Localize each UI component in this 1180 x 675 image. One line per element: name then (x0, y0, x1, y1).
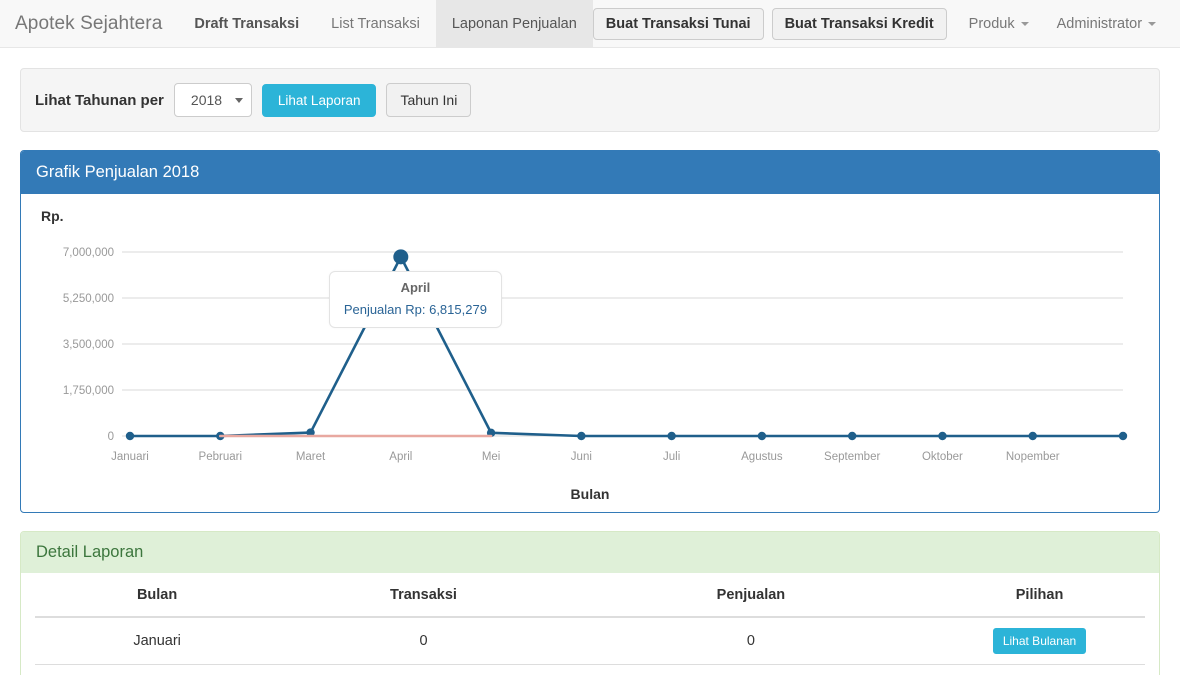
chart-x-axis-title: Bulan (570, 486, 610, 502)
nav-link-laponan-penjualan[interactable]: Laponan Penjualan (435, 0, 593, 47)
cell-pilihan: Lihat Bulanan (934, 664, 1145, 675)
chart-panel-title: Grafik Penjualan 2018 (21, 151, 1159, 194)
svg-text:September: September (824, 451, 880, 463)
table-row: Januari 0 0 Lihat Bulanan (35, 617, 1145, 665)
table-row: Pebruari00Lihat Bulanan (35, 664, 1145, 675)
buat-transaksi-tunai-button[interactable]: Buat Transaksi Tunai (592, 7, 764, 40)
svg-text:Maret: Maret (296, 451, 326, 463)
svg-text:0: 0 (108, 431, 114, 443)
nav-dropdown-produk[interactable]: Produk (955, 16, 1043, 32)
svg-text:Agustus: Agustus (741, 451, 783, 463)
svg-text:Juli: Juli (663, 451, 680, 463)
detail-panel: Detail Laporan Bulan Transaksi Penjualan… (20, 531, 1160, 675)
svg-text:Mei: Mei (482, 451, 501, 463)
svg-text:1,750,000: 1,750,000 (63, 385, 114, 397)
nav-link-draft-transaksi[interactable]: Draft Transaksi (194, 15, 300, 32)
top-navbar: Apotek Sejahtera Draft Transaksi List Tr… (0, 0, 1180, 48)
nav-dropdown-administrator-label: Administrator (1056, 15, 1143, 32)
chevron-down-icon (1148, 21, 1157, 26)
svg-text:Juni: Juni (571, 451, 592, 463)
cell-penjualan: 0 (567, 664, 935, 675)
detail-panel-title: Detail Laporan (21, 532, 1159, 573)
year-filter-bar: Lihat Tahunan per 2018 Lihat Laporan Tah… (20, 68, 1160, 132)
svg-text:Nopember: Nopember (1006, 451, 1060, 463)
chevron-down-icon (1020, 21, 1029, 26)
cell-transaksi: 0 (279, 617, 568, 665)
detail-table: Bulan Transaksi Penjualan Pilihan Januar… (35, 573, 1145, 675)
detail-table-head: Bulan Transaksi Penjualan Pilihan (35, 573, 1145, 618)
nav-dropdown-produk-label: Produk (968, 15, 1015, 32)
svg-text:3,500,000: 3,500,000 (63, 339, 114, 351)
chart-svg: 0 1,750,000 3,500,000 5,250,000 7,000,000 Jan… (63, 247, 1128, 463)
chart-panel-body: Rp. 0 1,750,000 3,500,000 5,250,000 7,000,00… (21, 194, 1159, 512)
nav-links: Draft Transaksi List Transaksi Laponan P… (178, 0, 593, 47)
column-header-transaksi: Transaksi (279, 573, 568, 618)
table-header-row: Bulan Transaksi Penjualan Pilihan (35, 573, 1145, 618)
svg-text:7,000,000: 7,000,000 (63, 247, 114, 259)
nav-actions: Buat Transaksi Tunai Buat Transaksi Kred… (592, 0, 1180, 47)
year-select[interactable]: 2018 (173, 83, 252, 117)
brand-title[interactable]: Apotek Sejahtera (15, 12, 163, 34)
tahun-ini-button[interactable]: Tahun Ini (386, 83, 472, 117)
year-select-value: 2018 (190, 92, 223, 108)
chart-panel: Grafik Penjualan 2018 Rp. 0 1,750,000 3,50… (20, 150, 1160, 513)
sales-line-chart[interactable]: Rp. 0 1,750,000 3,500,000 5,250,000 7,000,00… (35, 204, 1145, 504)
detail-panel-body: Bulan Transaksi Penjualan Pilihan Januar… (21, 573, 1159, 675)
chart-y-axis-title: Rp. (41, 208, 64, 224)
nav-link-list-transaksi[interactable]: List Transaksi (331, 15, 420, 32)
nav-dropdown-administrator[interactable]: Administrator (1043, 16, 1170, 32)
cell-bulan: Pebruari (35, 664, 280, 675)
cell-penjualan: 0 (567, 617, 935, 665)
svg-text:5,250,000: 5,250,000 (63, 293, 114, 305)
cell-pilihan: Lihat Bulanan (934, 617, 1145, 665)
lihat-laporan-button[interactable]: Lihat Laporan (261, 83, 377, 117)
chevron-down-icon (234, 98, 243, 103)
cell-transaksi: 0 (279, 664, 568, 675)
cell-bulan: Januari (35, 617, 280, 665)
svg-text:Januari: Januari (111, 451, 149, 463)
column-header-bulan: Bulan (35, 573, 280, 618)
svg-text:Oktober: Oktober (922, 451, 963, 463)
column-header-penjualan: Penjualan (567, 573, 935, 618)
buat-transaksi-kredit-button[interactable]: Buat Transaksi Kredit (771, 7, 947, 40)
column-header-pilihan: Pilihan (934, 573, 1145, 618)
svg-text:Pebruari: Pebruari (199, 451, 242, 463)
svg-text:April: April (389, 451, 412, 463)
lihat-bulanan-button[interactable]: Lihat Bulanan (992, 628, 1087, 654)
page-container: Lihat Tahunan per 2018 Lihat Laporan Tah… (0, 68, 1180, 675)
year-filter-label: Lihat Tahunan per (35, 91, 164, 109)
